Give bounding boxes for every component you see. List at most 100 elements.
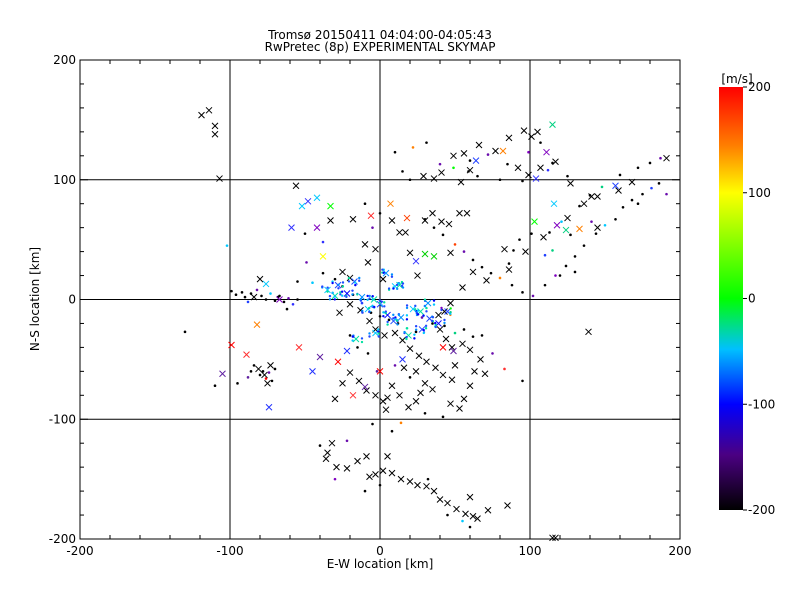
plot-area — [79, 59, 681, 542]
data-point-dot — [273, 367, 277, 371]
data-point-dot — [333, 298, 337, 301]
data-point-dot — [368, 294, 371, 298]
data-point-x — [543, 148, 550, 156]
data-point-dot — [351, 339, 354, 342]
data-point-x — [412, 397, 420, 405]
y-tick-labels: -200 -100 0 100 200 — [49, 53, 76, 546]
data-point-dot — [363, 489, 367, 493]
data-point-x — [367, 212, 375, 220]
data-point-dot — [392, 317, 395, 320]
data-point-dot — [366, 298, 369, 301]
data-point-dot — [368, 310, 371, 314]
data-point-dot — [554, 274, 557, 277]
data-point-dot — [560, 220, 563, 223]
data-point-x — [550, 200, 558, 208]
data-point-x — [549, 121, 556, 129]
data-point-x — [501, 245, 508, 253]
data-point-dot — [443, 321, 446, 325]
data-point-x — [420, 172, 427, 180]
data-point-dot — [443, 318, 446, 322]
data-point-dot — [340, 290, 344, 293]
colorbar: [m/s] 200 100 0 -100 -200 — [719, 72, 775, 517]
data-point-dot — [564, 264, 568, 268]
data-point-dot — [423, 411, 427, 415]
data-point-x — [474, 515, 481, 522]
data-point-dot — [321, 285, 324, 288]
data-point-x — [421, 250, 429, 258]
data-point-dot — [573, 255, 577, 258]
data-point-x — [336, 309, 343, 317]
data-point-x — [361, 383, 369, 391]
data-point-x — [432, 364, 439, 372]
data-point-dot — [467, 170, 470, 173]
colorbar-tick-label: 100 — [748, 186, 771, 200]
x-tick-labels: -200 -100 0 100 200 — [66, 544, 691, 558]
data-point-x — [343, 347, 351, 355]
data-point-dot — [382, 311, 385, 314]
data-point-x — [439, 344, 447, 351]
data-point-x — [346, 369, 354, 376]
data-point-x — [295, 344, 303, 351]
data-point-dot — [659, 156, 662, 160]
data-point-dot — [527, 150, 530, 154]
data-point-x — [376, 367, 384, 375]
data-point-dot — [543, 253, 547, 257]
data-point-dot — [395, 319, 399, 322]
data-point-x — [343, 290, 351, 297]
data-point-x — [460, 395, 468, 403]
data-point-dot — [551, 249, 554, 252]
data-point-dot — [394, 318, 397, 321]
data-point-dot — [273, 299, 277, 302]
data-point-x — [514, 164, 522, 172]
data-point-dot — [296, 280, 299, 283]
data-point-x — [459, 284, 466, 291]
data-point-x — [261, 371, 268, 379]
data-point-dot — [377, 328, 380, 331]
data-point-x — [457, 178, 465, 186]
data-point-dot — [588, 194, 592, 197]
data-point-x — [250, 293, 258, 301]
data-point-dot — [390, 273, 394, 276]
data-point-dot — [359, 297, 363, 301]
data-point-dot — [326, 290, 329, 293]
data-point-dot — [246, 300, 250, 304]
data-point-dot — [578, 204, 581, 208]
data-point-dot — [405, 318, 409, 321]
data-point-dot — [347, 280, 351, 283]
data-point-x — [309, 367, 316, 375]
data-point-dot — [476, 174, 479, 178]
data-point-x — [396, 391, 403, 399]
data-point-dot — [498, 276, 502, 280]
data-point-x — [262, 280, 270, 288]
data-point-dot — [371, 422, 374, 426]
chart-title-block: Tromsø 20150411 04:04:00-04:05:43 RwPret… — [265, 28, 496, 54]
data-point-dot — [424, 324, 428, 328]
data-point-x — [444, 499, 451, 507]
data-point-dot — [430, 319, 434, 323]
data-point-x — [327, 217, 334, 224]
data-point-dot — [489, 271, 493, 275]
data-point-dot — [243, 295, 247, 299]
data-point-x — [381, 332, 388, 339]
data-point-x — [334, 358, 342, 366]
data-point-dot — [414, 330, 418, 334]
data-point-x — [304, 197, 312, 205]
data-point-dot — [382, 314, 385, 318]
data-point-dot — [270, 379, 274, 383]
data-point-x — [466, 346, 474, 354]
data-point-dot — [360, 337, 364, 340]
data-point-x — [276, 296, 283, 303]
data-point-x — [429, 209, 436, 217]
data-point-x — [475, 141, 483, 149]
data-point-x — [447, 299, 454, 307]
data-point-dot — [582, 244, 586, 247]
data-point-dot — [371, 304, 374, 307]
data-point-x — [472, 157, 480, 164]
data-point-x — [255, 365, 262, 373]
data-point-dot — [321, 271, 325, 275]
data-point-dot — [441, 415, 445, 419]
data-point-dot — [425, 306, 428, 310]
data-point-dot — [441, 233, 445, 237]
data-point-x — [456, 209, 463, 217]
data-point-dot — [531, 294, 535, 298]
